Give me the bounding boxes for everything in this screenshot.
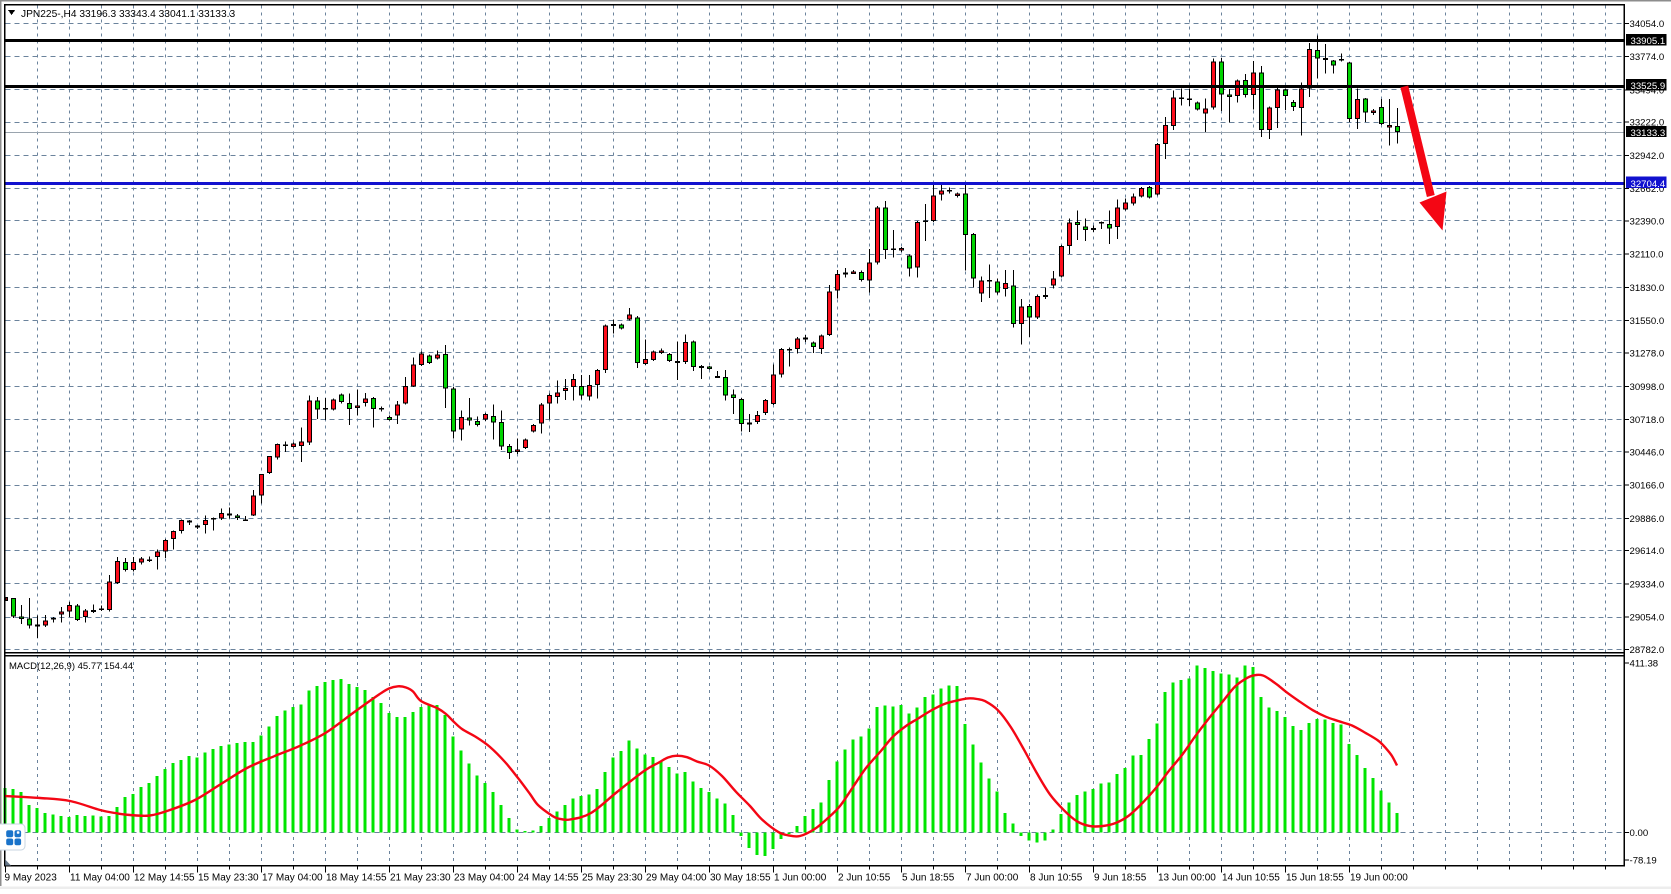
svg-text:29614.0: 29614.0	[1630, 546, 1665, 557]
svg-text:34054.0: 34054.0	[1630, 19, 1665, 30]
svg-text:30446.0: 30446.0	[1630, 447, 1665, 458]
svg-text:7 Jun 00:00: 7 Jun 00:00	[966, 873, 1019, 884]
svg-text:31550.0: 31550.0	[1630, 316, 1665, 327]
svg-text:32704.4: 32704.4	[1631, 179, 1666, 190]
svg-text:30998.0: 30998.0	[1630, 382, 1665, 393]
svg-text:30718.0: 30718.0	[1630, 415, 1665, 426]
svg-text:32390.0: 32390.0	[1630, 216, 1665, 227]
svg-text:33133.3: 33133.3	[1631, 128, 1666, 139]
svg-text:1 Jun 00:00: 1 Jun 00:00	[774, 873, 827, 884]
svg-text:17 May 04:00: 17 May 04:00	[262, 873, 323, 884]
svg-text:13 Jun 00:00: 13 Jun 00:00	[1158, 873, 1216, 884]
svg-text:33905.1: 33905.1	[1631, 36, 1666, 47]
svg-text:14 Jun 10:55: 14 Jun 10:55	[1222, 873, 1280, 884]
svg-text:25 May 23:30: 25 May 23:30	[582, 873, 643, 884]
svg-text:2 Jun 10:55: 2 Jun 10:55	[838, 873, 891, 884]
svg-text:31830.0: 31830.0	[1630, 283, 1665, 294]
svg-text:411.38: 411.38	[1630, 658, 1659, 669]
svg-text:33494.0: 33494.0	[1630, 85, 1665, 96]
svg-text:5 Jun 18:55: 5 Jun 18:55	[902, 873, 955, 884]
svg-text:9 May 2023: 9 May 2023	[5, 873, 58, 884]
svg-text:MACD(12,26,9) 45.77 154.44: MACD(12,26,9) 45.77 154.44	[9, 661, 133, 672]
svg-text:-78.19: -78.19	[1630, 856, 1657, 867]
svg-text:32110.0: 32110.0	[1630, 250, 1664, 261]
svg-text:24 May 14:55: 24 May 14:55	[518, 873, 579, 884]
svg-text:19 Jun 00:00: 19 Jun 00:00	[1350, 873, 1408, 884]
svg-text:33525.9: 33525.9	[1631, 81, 1666, 92]
svg-text:18 May 14:55: 18 May 14:55	[326, 873, 387, 884]
svg-text:30 May 18:55: 30 May 18:55	[710, 873, 771, 884]
svg-text:0.00: 0.00	[1630, 828, 1649, 839]
svg-text:29334.0: 29334.0	[1630, 579, 1665, 590]
svg-text:9 Jun 18:55: 9 Jun 18:55	[1094, 873, 1147, 884]
svg-text:23 May 04:00: 23 May 04:00	[454, 873, 515, 884]
svg-text:15 Jun 18:55: 15 Jun 18:55	[1286, 873, 1344, 884]
svg-text:15 May 23:30: 15 May 23:30	[198, 873, 259, 884]
svg-text:8 Jun 10:55: 8 Jun 10:55	[1030, 873, 1083, 884]
svg-text:29 May 04:00: 29 May 04:00	[646, 873, 707, 884]
svg-text:32662.0: 32662.0	[1630, 184, 1665, 195]
svg-text:11 May 04:00: 11 May 04:00	[70, 873, 130, 884]
svg-text:31278.0: 31278.0	[1630, 348, 1665, 359]
svg-text:29886.0: 29886.0	[1630, 514, 1665, 525]
svg-text:12 May 14:55: 12 May 14:55	[134, 873, 195, 884]
svg-text:JPN225-,H4 33196.3 33343.4 33: JPN225-,H4 33196.3 33343.4 33041.1 33133…	[21, 9, 235, 20]
svg-text:33222.0: 33222.0	[1630, 118, 1665, 129]
svg-text:33774.0: 33774.0	[1630, 52, 1665, 63]
svg-text:29054.0: 29054.0	[1630, 613, 1665, 624]
svg-text:21 May 23:30: 21 May 23:30	[390, 873, 451, 884]
svg-text:28782.0: 28782.0	[1630, 645, 1665, 656]
svg-text:32942.0: 32942.0	[1630, 151, 1665, 162]
svg-text:30166.0: 30166.0	[1630, 481, 1665, 492]
